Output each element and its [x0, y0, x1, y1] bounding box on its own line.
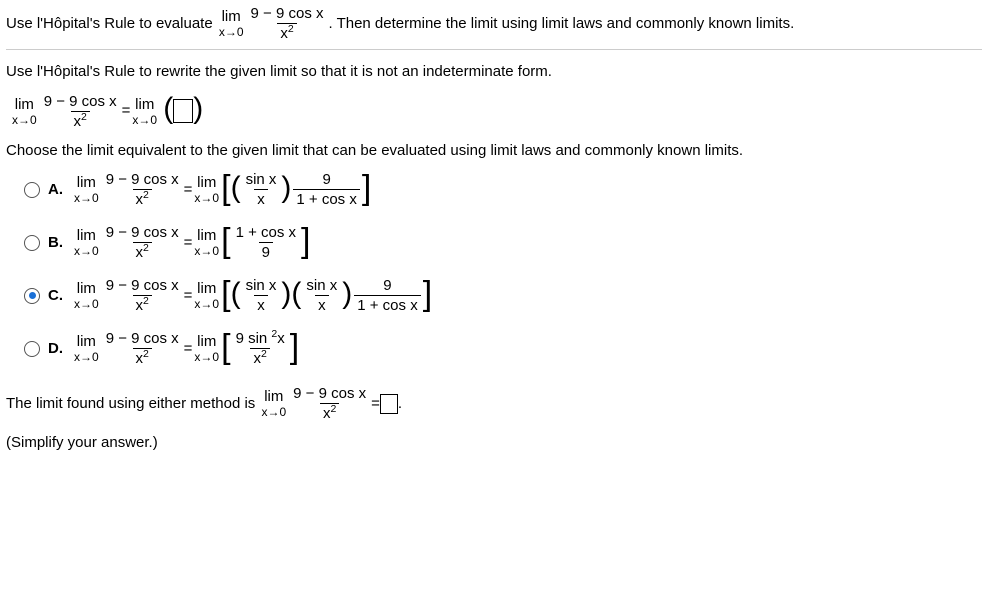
- radio-d[interactable]: [24, 341, 40, 357]
- option-c[interactable]: C. lim x→0 9 − 9 cos x x2 = lim x→0 [ ( …: [24, 278, 982, 313]
- intro-pre: Use l'Hôpital's Rule to evaluate: [6, 14, 213, 34]
- step2-text: Choose the limit equivalent to the given…: [6, 141, 982, 161]
- lim-intro: lim x→0: [219, 9, 244, 38]
- divider: [6, 49, 982, 50]
- option-label-c: C.: [48, 286, 72, 306]
- lim-final: lim x→0: [261, 389, 286, 418]
- final-answer-row: The limit found using either method is l…: [6, 386, 982, 421]
- equals-final: =: [371, 394, 380, 414]
- lim-lhs: lim x→0: [12, 97, 37, 126]
- problem-statement: Use l'Hôpital's Rule to evaluate lim x→0…: [6, 6, 982, 41]
- final-answer-input[interactable]: [380, 394, 398, 414]
- lim-rhs: lim x→0: [132, 97, 157, 126]
- step1-equation: lim x→0 9 − 9 cos x x2 = lim x→0 ( ): [10, 94, 982, 129]
- final-pre: The limit found using either method is: [6, 394, 255, 414]
- option-label-b: B.: [48, 233, 72, 253]
- option-a[interactable]: A. lim x→0 9 − 9 cos x x2 = lim x→0 [ ( …: [24, 172, 982, 207]
- option-b[interactable]: B. lim x→0 9 − 9 cos x x2 = lim x→0 [ 1 …: [24, 225, 982, 260]
- option-d[interactable]: D. lim x→0 9 − 9 cos x x2 = lim x→0 [ 9 …: [24, 331, 982, 366]
- radio-b[interactable]: [24, 235, 40, 251]
- final-fraction: 9 − 9 cos x x2: [290, 386, 369, 421]
- radio-a[interactable]: [24, 182, 40, 198]
- open-paren: (: [163, 97, 173, 121]
- close-paren: ): [193, 97, 203, 121]
- intro-fraction: 9 − 9 cos x x2: [248, 6, 327, 41]
- intro-post: . Then determine the limit using limit l…: [329, 14, 795, 34]
- step1-text: Use l'Hôpital's Rule to rewrite the give…: [6, 62, 982, 82]
- options-group: A. lim x→0 9 − 9 cos x x2 = lim x→0 [ ( …: [24, 172, 982, 366]
- option-label-d: D.: [48, 339, 72, 359]
- lhopital-answer-input[interactable]: [173, 99, 193, 123]
- equals-1: =: [122, 101, 131, 121]
- simplify-note: (Simplify your answer.): [6, 433, 982, 453]
- radio-c[interactable]: [24, 288, 40, 304]
- option-label-a: A.: [48, 180, 72, 200]
- lhs-fraction: 9 − 9 cos x x2: [41, 94, 120, 129]
